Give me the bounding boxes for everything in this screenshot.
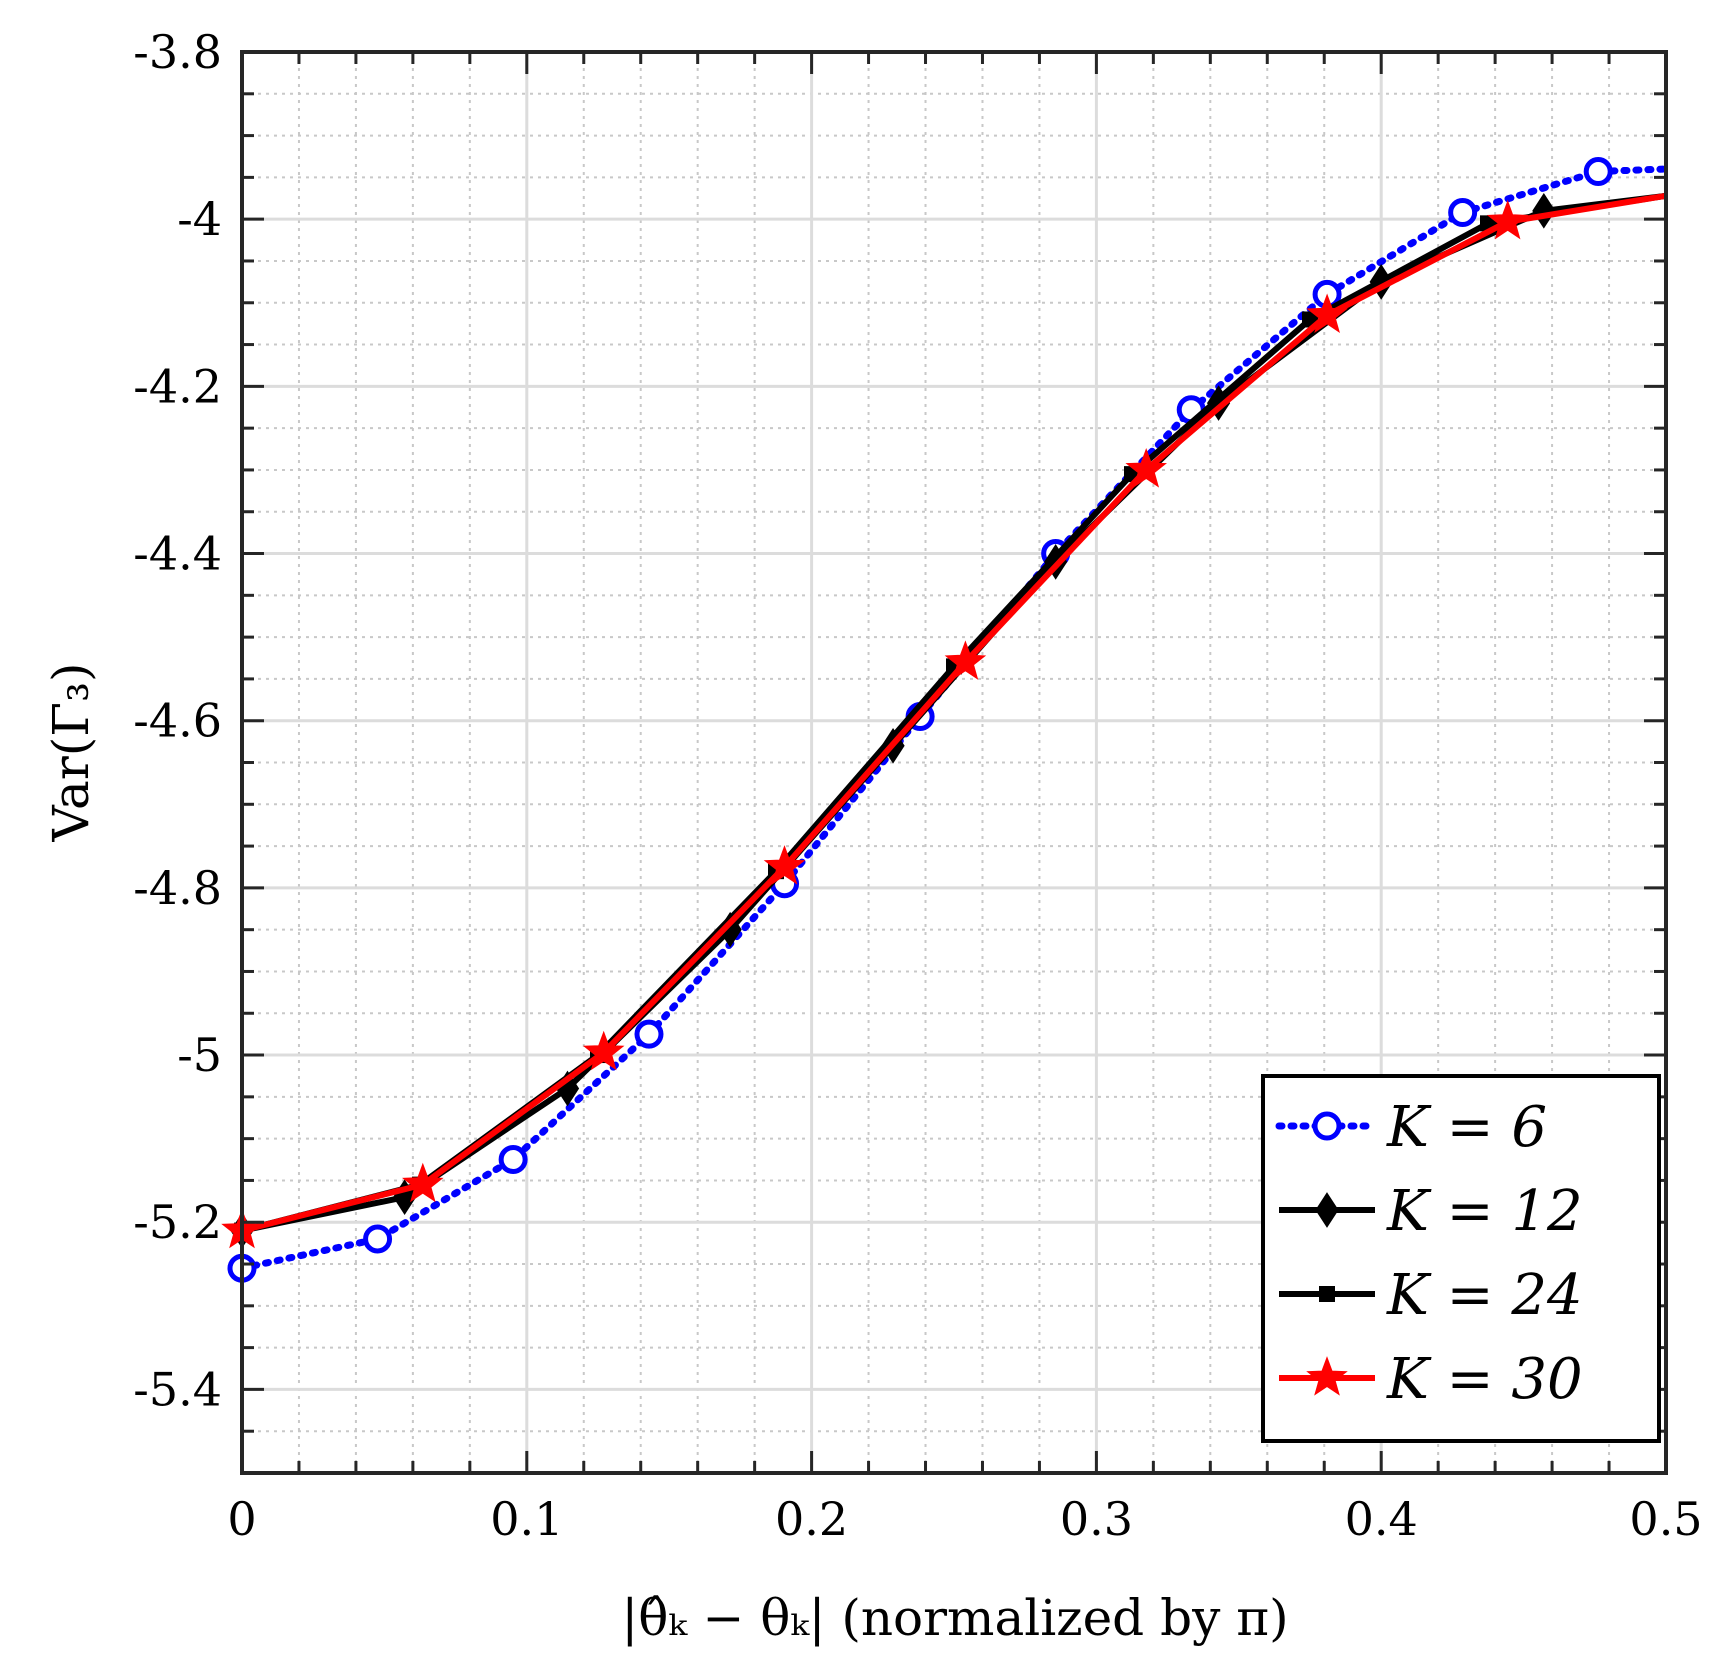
series-group	[221, 157, 1670, 1283]
y-tick-label: -5.4	[133, 1362, 222, 1416]
data-point	[1448, 197, 1478, 227]
legend-marker	[1306, 1356, 1348, 1396]
y-tick-label: -4.2	[133, 359, 222, 413]
data-point	[1125, 448, 1167, 488]
x-tick-label: 0.2	[775, 1492, 848, 1546]
x-tick-label: 0.3	[1060, 1492, 1133, 1546]
y-axis-label: Var(Γ₃)	[42, 663, 100, 843]
data-point	[634, 1019, 664, 1049]
series-4	[221, 192, 1667, 1249]
legend-label: K = 6	[1386, 1095, 1547, 1160]
legend-marker	[1315, 1192, 1339, 1228]
data-point	[763, 845, 806, 885]
data-point	[582, 1030, 625, 1071]
legend: K = 6 K = 12 K = 24 K = 30	[1261, 1074, 1661, 1443]
series-line	[238, 165, 1670, 1272]
data-point	[944, 640, 987, 680]
data-point	[1583, 157, 1613, 187]
y-tick-label: -3.8	[133, 25, 222, 79]
x-tick-label: 0.4	[1345, 1492, 1418, 1546]
y-tick-label: -5.2	[133, 1195, 222, 1249]
y-tick-label: -4.4	[133, 527, 222, 581]
legend-entry: K = 30	[1279, 1347, 1583, 1412]
x-axis-label: |θ̂ₖ − θₖ| (normalized by π)	[621, 1589, 1288, 1647]
x-tick-label: 0.5	[1629, 1492, 1702, 1546]
data-point	[1486, 199, 1529, 240]
legend-entry: K = 24	[1279, 1263, 1583, 1328]
legend-entry: K = 12	[1279, 1179, 1583, 1244]
legend-label: K = 24	[1386, 1263, 1583, 1328]
legend-marker	[1312, 1111, 1342, 1141]
data-point	[1306, 293, 1348, 333]
x-tick-label: 0.1	[490, 1492, 563, 1546]
tick-labels: 0 0.1 0.2 0.3 0.4 0.5 -3.8 -4 -4.2 -4.4 -4.6 -4.8 -5…	[133, 25, 1702, 1546]
data-point	[402, 1162, 444, 1203]
legend-marker	[1319, 1286, 1335, 1302]
y-tick-label: -5	[177, 1028, 222, 1082]
y-tick-label: -4.6	[133, 694, 222, 748]
y-tick-label: -4	[177, 192, 222, 246]
data-point	[363, 1224, 393, 1254]
legend-label: K = 30	[1386, 1347, 1583, 1412]
data-point	[1206, 385, 1231, 421]
legend-entry: K = 6	[1275, 1095, 1547, 1160]
legend-label: K = 12	[1386, 1179, 1583, 1244]
x-tick-label: 0	[227, 1492, 256, 1546]
y-tick-label: -4.8	[133, 861, 222, 915]
data-point	[498, 1145, 528, 1175]
